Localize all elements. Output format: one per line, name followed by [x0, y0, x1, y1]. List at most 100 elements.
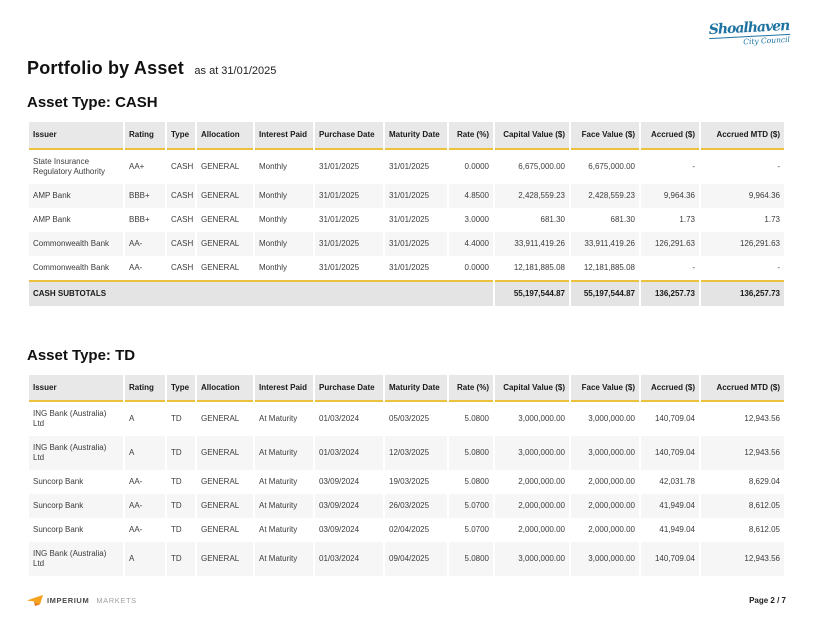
column-header: Interest Paid: [255, 122, 313, 150]
council-logo: Shoalhaven City Council: [708, 18, 790, 48]
column-header: Purchase Date: [315, 374, 383, 403]
table-cell: GENERAL: [197, 518, 253, 543]
table-cell: 2,000,000.00: [495, 494, 569, 519]
table-cell: 31/01/2025: [315, 207, 383, 232]
table-cell: At Maturity: [255, 542, 313, 577]
report-date: as at 31/01/2025: [194, 65, 277, 77]
table-cell: 5.0800: [449, 542, 493, 577]
table-cell: 3,000,000.00: [495, 402, 569, 437]
table-cell: 9,964.36: [641, 183, 699, 208]
cash-table: Issuer Rating Type Allocation Interest Paid P…: [27, 122, 786, 306]
table-cell: GENERAL: [197, 436, 253, 471]
table-header-row: Issuer Rating Type Allocation Interest Paid P…: [29, 122, 784, 150]
table-cell: TD: [167, 436, 195, 471]
table-cell: 6,675,000.00: [571, 149, 639, 184]
table-cell: 5.0800: [449, 436, 493, 471]
table-cell: GENERAL: [197, 231, 253, 256]
table-cell: GENERAL: [197, 494, 253, 519]
table-cell: 12/03/2025: [385, 436, 447, 471]
column-header: Maturity Date: [385, 374, 447, 403]
table-cell: 126,291.63: [701, 231, 784, 256]
table-cell: 01/03/2024: [315, 542, 383, 577]
column-header: Rating: [125, 122, 165, 150]
table-cell: 126,291.63: [641, 231, 699, 256]
table-cell: GENERAL: [197, 149, 253, 184]
table-cell: 42,031.78: [641, 470, 699, 495]
table-cell: 8,612.05: [701, 494, 784, 519]
table-cell: 3,000,000.00: [495, 436, 569, 471]
table-cell: Commonwealth Bank: [29, 231, 123, 256]
table-cell: TD: [167, 470, 195, 495]
table-cell: 1.73: [701, 207, 784, 232]
column-header: Accrued ($): [641, 122, 699, 150]
table-cell: 140,709.04: [641, 542, 699, 577]
table-row: Suncorp Bank AA- TD GENERAL At Maturity 03/09…: [29, 470, 784, 495]
table-row: Commonwealth Bank AA- CASH GENERAL Monthly 31…: [29, 255, 784, 280]
table-cell: AA-: [125, 255, 165, 280]
table-row: ING Bank (Australia) Ltd A TD GENERAL At Mat…: [29, 542, 784, 577]
table-cell: -: [701, 149, 784, 184]
report-header: Portfolio by Asset as at 31/01/2025: [27, 0, 786, 79]
table-cell: Monthly: [255, 183, 313, 208]
page-indicator: Page 2 / 7: [749, 596, 786, 605]
paper-plane-icon: [27, 595, 43, 606]
table-cell: 9,964.36: [701, 183, 784, 208]
table-row: Suncorp Bank AA- TD GENERAL At Maturity 03/09…: [29, 518, 784, 543]
table-cell: AA-: [125, 470, 165, 495]
table-cell: TD: [167, 542, 195, 577]
section-heading-td: Asset Type: TD: [27, 346, 136, 364]
table-cell: TD: [167, 518, 195, 543]
section-cash: Asset Type: CASH Issuer Rating Type Allocat…: [27, 94, 786, 306]
table-cell: 31/01/2025: [315, 255, 383, 280]
table-cell: AA-: [125, 494, 165, 519]
table-header-row: Issuer Rating Type Allocation Interest Paid P…: [29, 374, 784, 403]
page-title: Portfolio by Asset: [27, 58, 184, 78]
table-cell: CASH: [167, 149, 195, 184]
table-cell: 3,000,000.00: [571, 436, 639, 471]
column-header: Capital Value ($): [495, 374, 569, 403]
section-heading-cash: Asset Type: CASH: [27, 94, 158, 111]
table-cell: 09/04/2025: [385, 542, 447, 577]
table-cell: Suncorp Bank: [29, 470, 123, 495]
table-row: AMP Bank BBB+ CASH GENERAL Monthly 31/01/2025…: [29, 207, 784, 232]
table-cell: 01/03/2024: [315, 402, 383, 437]
table-cell: 4.8500: [449, 183, 493, 208]
table-cell: 41,949.04: [641, 494, 699, 519]
table-cell: -: [641, 255, 699, 280]
table-cell: 140,709.04: [641, 436, 699, 471]
column-header: Allocation: [197, 122, 253, 150]
table-cell: GENERAL: [197, 255, 253, 280]
table-cell: 8,629.04: [701, 470, 784, 495]
table-cell: 05/03/2025: [385, 402, 447, 437]
column-header: Type: [167, 374, 195, 403]
table-cell: 31/01/2025: [385, 231, 447, 256]
table-cell: 2,428,559.23: [495, 183, 569, 208]
table-row: AMP Bank BBB+ CASH GENERAL Monthly 31/01/2025…: [29, 183, 784, 208]
table-cell: 140,709.04: [641, 402, 699, 437]
imperium-logo-brand: IMPERIUM: [47, 596, 90, 605]
table-cell: Monthly: [255, 231, 313, 256]
table-cell: AMP Bank: [29, 207, 123, 232]
table-cell: GENERAL: [197, 542, 253, 577]
table-cell: GENERAL: [197, 402, 253, 437]
table-cell: TD: [167, 402, 195, 437]
table-cell: AA+: [125, 149, 165, 184]
subtotal-value: 55,197,544.87: [495, 279, 569, 306]
table-cell: 31/01/2025: [385, 183, 447, 208]
table-cell: 2,000,000.00: [571, 494, 639, 519]
column-header: Rate (%): [449, 374, 493, 403]
table-cell: 5.0700: [449, 494, 493, 519]
table-cell: 03/09/2024: [315, 518, 383, 543]
table-cell: At Maturity: [255, 494, 313, 519]
table-cell: 33,911,419.26: [571, 231, 639, 256]
table-cell: 12,943.56: [701, 402, 784, 437]
table-cell: GENERAL: [197, 207, 253, 232]
subtotal-row: CASH SUBTOTALS 55,197,544.87 55,197,544.87…: [29, 279, 784, 306]
column-header: Accrued ($): [641, 374, 699, 403]
table-cell: TD: [167, 494, 195, 519]
table-cell: 8,612.05: [701, 518, 784, 543]
table-row: ING Bank (Australia) Ltd A TD GENERAL At Mat…: [29, 436, 784, 471]
table-cell: BBB+: [125, 183, 165, 208]
table-cell: 5.0800: [449, 402, 493, 437]
